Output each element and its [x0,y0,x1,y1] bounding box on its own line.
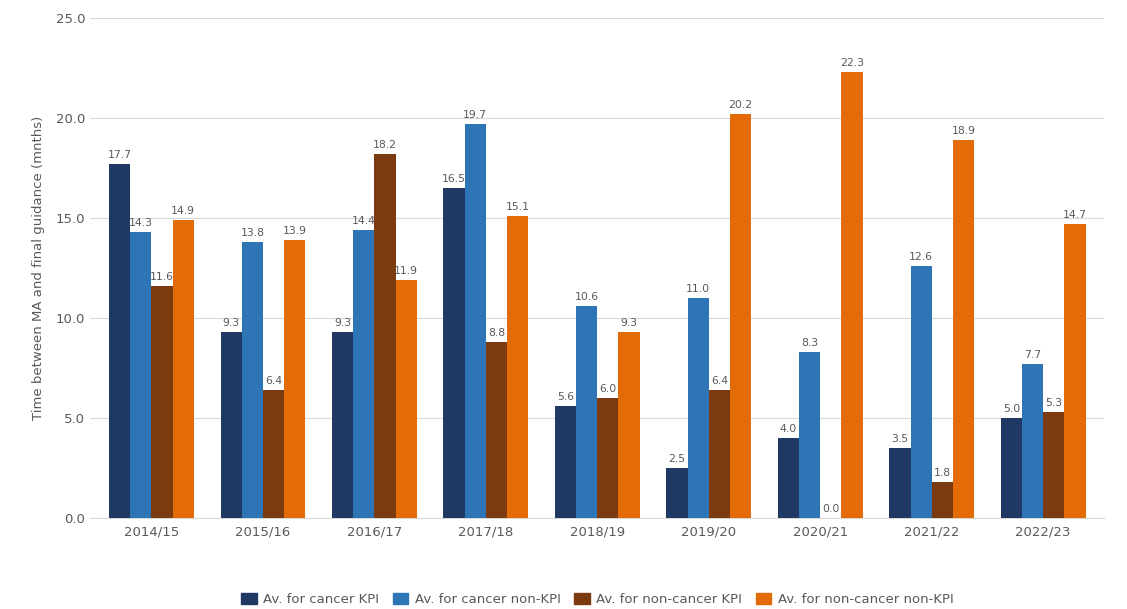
Bar [1001,418,1022,518]
Text: 9.3: 9.3 [334,318,352,328]
Bar [507,216,529,518]
Text: 12.6: 12.6 [909,252,933,262]
Text: 11.0: 11.0 [686,284,710,294]
Bar [952,140,974,518]
Bar [284,240,305,518]
Bar [172,220,194,518]
Text: 10.6: 10.6 [575,292,598,302]
Bar [911,266,932,518]
Text: 4.0: 4.0 [780,424,797,434]
Text: 17.7: 17.7 [108,150,132,160]
Bar [396,280,417,518]
Bar [889,448,911,518]
Bar [221,332,242,518]
Text: 13.8: 13.8 [240,228,265,238]
Y-axis label: Time between MA and final guidance (mnths): Time between MA and final guidance (mnth… [32,116,45,420]
Text: 9.3: 9.3 [621,318,638,328]
Legend: Av. for cancer KPI, Av. for cancer non-KPI, Av. for non-cancer KPI, Av. for non-: Av. for cancer KPI, Av. for cancer non-K… [237,589,958,609]
Text: 11.9: 11.9 [394,266,418,276]
Text: 3.5: 3.5 [891,434,908,444]
Text: 22.3: 22.3 [840,58,864,68]
Bar [464,124,486,518]
Bar [554,406,576,518]
Text: 16.5: 16.5 [442,174,467,184]
Text: 5.3: 5.3 [1045,398,1063,408]
Text: 1.8: 1.8 [934,468,951,477]
Bar [151,286,172,518]
Text: 11.6: 11.6 [150,272,174,282]
Bar [486,342,507,518]
Text: 14.3: 14.3 [128,218,153,228]
Bar [576,306,597,518]
Text: 6.4: 6.4 [711,376,728,386]
Bar [332,332,353,518]
Text: 14.9: 14.9 [171,206,195,216]
Text: 18.2: 18.2 [373,140,397,150]
Bar [709,390,730,518]
Text: 20.2: 20.2 [728,100,753,110]
Bar [799,352,820,518]
Text: 18.9: 18.9 [951,126,976,136]
Text: 13.9: 13.9 [283,226,307,236]
Text: 2.5: 2.5 [668,454,685,463]
Text: 14.4: 14.4 [352,216,375,226]
Text: 9.3: 9.3 [223,318,240,328]
Text: 19.7: 19.7 [463,110,487,120]
Bar [263,390,284,518]
Bar [842,72,862,518]
Text: 5.0: 5.0 [1003,404,1020,414]
Text: 8.3: 8.3 [801,338,818,348]
Bar [778,438,799,518]
Bar [374,154,396,518]
Bar [619,332,640,518]
Text: 6.0: 6.0 [600,384,616,394]
Bar [353,230,374,518]
Bar [666,468,687,518]
Text: 14.7: 14.7 [1063,210,1086,220]
Text: 6.4: 6.4 [265,376,282,386]
Bar [687,298,709,518]
Text: 7.7: 7.7 [1024,350,1041,360]
Bar [1022,364,1044,518]
Text: 0.0: 0.0 [822,504,840,513]
Bar [131,232,151,518]
Bar [109,164,131,518]
Text: 8.8: 8.8 [488,328,505,338]
Bar [730,114,751,518]
Text: 15.1: 15.1 [506,202,530,212]
Text: 5.6: 5.6 [557,392,574,402]
Bar [932,482,952,518]
Bar [597,398,619,518]
Bar [444,188,464,518]
Bar [242,242,263,518]
Bar [1064,224,1085,518]
Bar [1044,412,1064,518]
